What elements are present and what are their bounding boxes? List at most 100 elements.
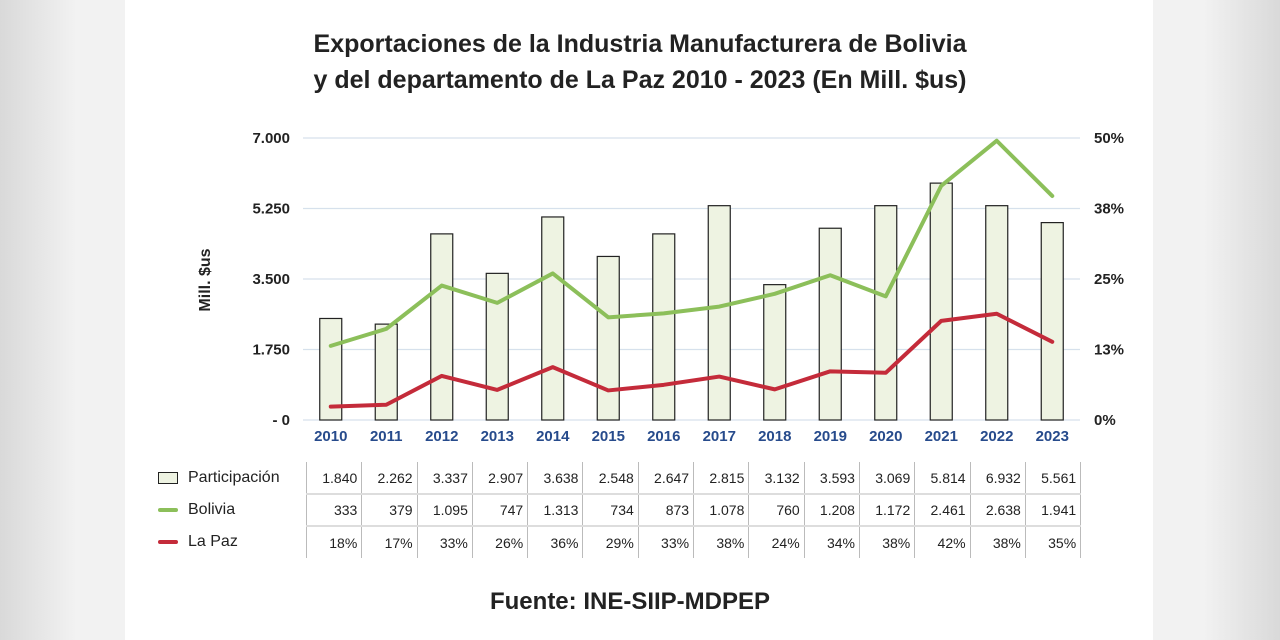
table-cell: 17%: [361, 525, 418, 558]
table-cell: 3.638: [527, 462, 584, 494]
bar-2019: [818, 227, 842, 421]
x-tick-label: 2012: [425, 428, 458, 445]
bar-2011: [374, 323, 398, 421]
x-tick-label: 2018: [758, 428, 791, 445]
x-tick-label: 2015: [592, 428, 625, 445]
x-tick-label: 2022: [980, 428, 1013, 445]
table-cell: 24%: [748, 525, 805, 558]
x-tick-label: 2023: [1036, 428, 1069, 445]
table-cell: 3.132: [748, 462, 805, 494]
table-cell: 2.907: [471, 462, 529, 494]
table-cell: 760: [748, 493, 805, 526]
legend-label: La Paz: [188, 533, 238, 550]
table-cell: 2.815: [693, 462, 750, 494]
legend-item: Participación: [158, 462, 280, 494]
table-cell: 6.932: [969, 462, 1026, 494]
line-la-paz: [328, 311, 1055, 409]
data-table: 1.840 2.262 3.337 2.907 3.638 2.548 2.647 2.815…: [305, 462, 1082, 558]
x-tick-label: 2013: [481, 428, 514, 445]
y-axis-label: Mill. $us: [197, 248, 214, 311]
bar-2017: [707, 205, 731, 421]
bar-2016: [652, 233, 676, 421]
table-row: 1.840 2.262 3.337 2.907 3.638 2.548 2.647 2.815…: [305, 462, 1082, 494]
legend-item: La Paz: [158, 526, 280, 558]
table-cell: 34%: [803, 525, 860, 558]
source-note: Fuente: INE-SIIP-MDPEP: [489, 588, 771, 615]
table-row: 18% 17% 33% 26% 36% 29% 33% 38% 24% 34% 38% 42% 38% 3…: [305, 525, 1082, 558]
bar-2023: [1040, 222, 1064, 421]
legend-swatch: [158, 540, 178, 544]
table-cell: 1.078: [693, 493, 750, 526]
table-cell: 42%: [914, 525, 971, 558]
table-cell: 1.172: [858, 493, 916, 526]
bar-2021: [929, 182, 953, 421]
table-cell: 26%: [471, 525, 529, 558]
x-tick-label: 2011: [370, 428, 403, 445]
table-cell: 1.208: [803, 493, 860, 526]
y-left-tick-label: 5.250: [252, 201, 290, 218]
y-left-tick-label: - 0: [272, 412, 290, 429]
table-cell: 2.262: [361, 462, 418, 494]
table-cell: 36%: [527, 525, 584, 558]
table-cell: 2.638: [969, 493, 1026, 526]
table-cell: 33%: [416, 525, 473, 558]
table-cell: 3.069: [858, 462, 916, 494]
table-cell: 5.561: [1024, 462, 1082, 494]
bar-2015: [596, 255, 620, 421]
chart-legend: Participación Bolivia La Paz: [158, 462, 280, 558]
table-row: 333 379 1.095 747 1.313 734 873 1.078 760 1.208 1.…: [305, 493, 1082, 526]
table-cell: 35%: [1024, 525, 1082, 558]
table-cell: 1.941: [1024, 493, 1082, 526]
x-tick-label: 2016: [647, 428, 680, 445]
x-tick-label: 2021: [925, 428, 958, 445]
bar-2020: [874, 205, 898, 421]
y-left-tick-label: 1.750: [252, 342, 290, 359]
table-cell: 1.313: [527, 493, 584, 526]
legend-label: Bolivia: [188, 501, 236, 518]
bar-2014: [541, 216, 565, 421]
table-cell: 5.814: [914, 462, 971, 494]
bar-2013: [485, 272, 509, 421]
table-cell: 2.461: [914, 493, 971, 526]
x-tick-label: 2020: [869, 428, 902, 445]
x-tick-label: 2017: [703, 428, 736, 445]
table-cell: 333: [305, 493, 363, 526]
table-cell: 18%: [305, 525, 363, 558]
table-cell: 38%: [858, 525, 916, 558]
y-right-tick-label: 13%: [1094, 342, 1124, 359]
legend-label: Participación: [188, 469, 280, 486]
table-cell: 2.548: [582, 462, 639, 494]
y-right-tick-label: 50%: [1094, 130, 1124, 147]
bar-2012: [430, 233, 454, 421]
line-bolivia: [328, 138, 1055, 348]
y-left-tick-label: 3.500: [252, 271, 290, 288]
table-cell: 873: [637, 493, 695, 526]
table-cell: 734: [582, 493, 639, 526]
x-tick-label: 2019: [814, 428, 847, 445]
chart-title: Exportaciones de la Industria Manufactur…: [0, 26, 1280, 98]
table-cell: 747: [471, 493, 529, 526]
legend-swatch: [158, 472, 178, 484]
x-tick-label: 2014: [536, 428, 570, 445]
y-right-tick-label: 38%: [1094, 201, 1124, 218]
table-cell: 29%: [582, 525, 639, 558]
table-cell: 2.647: [637, 462, 695, 494]
chart-title-line-2: y del departamento de La Paz 2010 - 2023…: [313, 66, 967, 94]
table-cell: 3.337: [416, 462, 473, 494]
table-cell: 3.593: [803, 462, 860, 494]
table-cell: 379: [361, 493, 418, 526]
y-right-tick-label: 25%: [1094, 271, 1124, 288]
y-right-tick-label: 0%: [1094, 412, 1116, 429]
chart-plot: - 0 1.750 3.500 5.250 7.000 0% 13% 25% 38% 50% Mil…: [197, 130, 1124, 445]
y-left-tick-label: 7.000: [252, 130, 290, 147]
x-tick-label: 2010: [314, 428, 347, 445]
table-cell: 38%: [969, 525, 1026, 558]
table-cell: 33%: [637, 525, 695, 558]
table-cell: 1.095: [416, 493, 473, 526]
bar-2018: [763, 284, 787, 421]
table-cell: 38%: [693, 525, 750, 558]
chart-title-line-1: Exportaciones de la Industria Manufactur…: [313, 30, 967, 58]
table-cell: 1.840: [305, 462, 363, 494]
legend-item: Bolivia: [158, 494, 280, 526]
legend-swatch: [158, 508, 178, 512]
